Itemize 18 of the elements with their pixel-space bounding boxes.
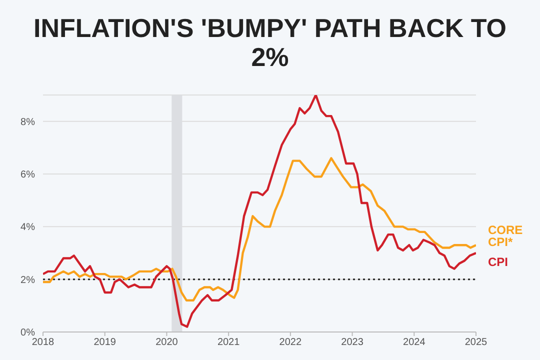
x-tick-label: 2023 — [341, 337, 364, 348]
chart-title: INFLATION'S 'BUMPY' PATH BACK TO 2% — [32, 13, 508, 72]
x-tick-label: 2020 — [156, 337, 178, 348]
y-tick-label: 8% — [20, 116, 36, 128]
series-label: CORE CPI* — [488, 223, 523, 250]
y-tick-label: 6% — [20, 170, 36, 181]
x-tick-label: 2025 — [464, 337, 488, 348]
line-series — [43, 157, 476, 302]
y-tick-label: 4% — [20, 222, 36, 234]
x-tick-label: 2021 — [217, 337, 240, 348]
x-tick-label: 2019 — [94, 337, 116, 348]
line-series — [43, 95, 476, 328]
x-tick-label: 2024 — [403, 337, 426, 348]
y-tick-label: 0% — [20, 328, 36, 339]
x-tick-label: 2022 — [279, 337, 302, 348]
y-tick-label: 2% — [20, 274, 36, 286]
x-tick-label: 2018 — [32, 337, 55, 348]
series-label: CPI — [488, 255, 508, 269]
